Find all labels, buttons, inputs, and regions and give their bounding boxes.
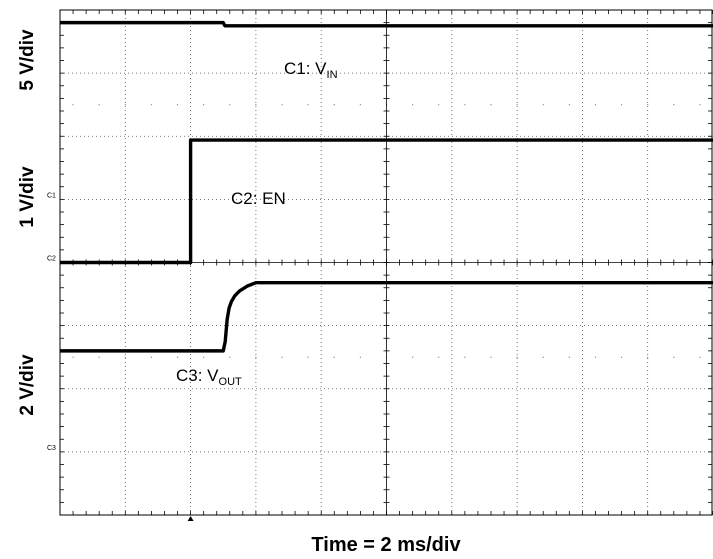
label-c2-en: C2: EN bbox=[231, 189, 286, 208]
scale-label-c2: 1 V/div bbox=[17, 166, 38, 228]
scale-label-c1: 5 V/div bbox=[17, 29, 38, 91]
grid-dot bbox=[647, 356, 649, 358]
grid-dot bbox=[412, 356, 414, 358]
grid-dot bbox=[699, 356, 701, 358]
grid-dot bbox=[464, 356, 466, 358]
grid-dot bbox=[72, 104, 74, 106]
grid-dot bbox=[72, 356, 74, 358]
grid-dot bbox=[281, 104, 283, 106]
grid-dot bbox=[673, 104, 675, 106]
trace-c2 bbox=[60, 138, 713, 265]
grid-dot bbox=[307, 356, 309, 358]
grid-dot bbox=[542, 104, 544, 106]
grid-dot bbox=[699, 104, 701, 106]
grid-dot bbox=[124, 356, 126, 358]
grid-dot bbox=[464, 104, 466, 106]
grid-dot bbox=[620, 104, 623, 106]
grid-dot bbox=[647, 104, 649, 106]
grid-dot bbox=[176, 104, 179, 106]
trace-c1 bbox=[60, 20, 713, 28]
grid-dot bbox=[438, 104, 440, 106]
grid-dot bbox=[490, 356, 492, 358]
plot-grid bbox=[59, 9, 713, 521]
label-c3-vout: C3: VOUT bbox=[176, 366, 242, 388]
grid-dot bbox=[438, 356, 440, 358]
grid-dot bbox=[333, 104, 335, 106]
grid-dot bbox=[412, 104, 414, 106]
channel-marker-c3: C3 bbox=[47, 445, 56, 452]
grid-dot bbox=[568, 356, 570, 358]
grid-dot bbox=[594, 356, 597, 358]
grid-dot bbox=[176, 356, 179, 358]
channel-marker-c1: C1 bbox=[47, 192, 56, 199]
channel-marker-c2: C2 bbox=[47, 256, 56, 263]
grid-dot bbox=[150, 356, 153, 358]
trace-c3 bbox=[60, 281, 713, 353]
grid-dot bbox=[281, 356, 283, 358]
grid-dot bbox=[98, 104, 100, 106]
grid-dot bbox=[542, 356, 544, 358]
label-c1-vin: C1: VIN bbox=[284, 59, 338, 81]
grid-dot bbox=[255, 356, 257, 358]
grid-dot bbox=[307, 104, 309, 106]
signal-traces bbox=[60, 20, 713, 353]
grid-dot bbox=[98, 356, 100, 358]
grid-dot bbox=[359, 104, 361, 106]
trigger-marker-icon bbox=[187, 516, 194, 521]
grid-dot bbox=[203, 104, 205, 106]
channel-labels: C1 C2 C3 5 V/div 1 V/div 2 V/div C1: VIN C2: EN… bbox=[17, 29, 461, 556]
grid-dot bbox=[333, 356, 335, 358]
grid-dot bbox=[203, 356, 205, 358]
x-axis-label: Time = 2 ms/div bbox=[311, 534, 461, 556]
grid-dot bbox=[620, 356, 623, 358]
grid-dot bbox=[229, 104, 231, 106]
grid-dot bbox=[490, 104, 492, 106]
grid-dot bbox=[516, 104, 518, 106]
grid-dot bbox=[516, 356, 518, 358]
grid-dot bbox=[255, 104, 257, 106]
grid-dot bbox=[124, 104, 126, 106]
scale-label-c3: 2 V/div bbox=[17, 354, 38, 416]
grid-dot bbox=[229, 356, 231, 358]
grid-dot bbox=[359, 356, 361, 358]
grid-dot bbox=[673, 356, 675, 358]
grid-dot bbox=[594, 104, 597, 106]
grid-dot bbox=[568, 104, 570, 106]
grid-dot bbox=[150, 104, 153, 106]
